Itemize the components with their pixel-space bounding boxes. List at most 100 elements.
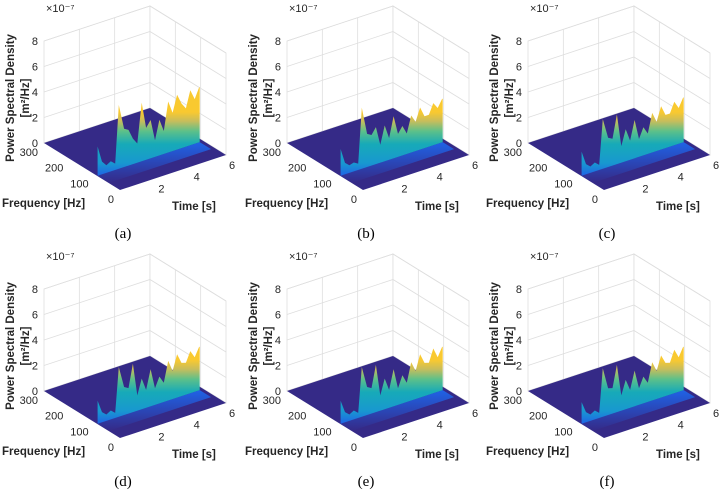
low-frequency-band [97,142,212,183]
z-tick-label: 2 [32,361,38,373]
frequency-tick-label: 200 [45,411,63,423]
subplot-caption: (a) [114,226,132,242]
z-axis-label: Power Spectral Density [5,33,17,161]
frequency-tick-label: 100 [70,426,88,438]
z-tick-label: 0 [516,386,522,398]
time-tick-label: 6 [472,408,478,420]
subplot-caption: (c) [598,226,616,242]
z-exponent-label: ×10⁻⁷ [530,251,558,263]
z-tick-label: 8 [516,36,522,48]
time-tick-label: 2 [642,183,648,195]
z-tick-label: 8 [275,284,281,296]
frequency-tick-label: 0 [351,194,357,206]
z-tick-label: 4 [275,87,281,99]
time-tick-label: 6 [713,160,719,172]
z-tick-label: 8 [516,284,522,296]
z-axis-label: Power Spectral Density [248,33,260,161]
frequency-axis-label: Frequency [Hz] [2,198,85,210]
time-tick-label: 6 [229,408,235,420]
z-tick-label: 6 [32,62,38,74]
frequency-axis-label: Frequency [Hz] [2,446,85,458]
time-axis-label: Time [s] [415,449,459,461]
z-tick-label: 6 [32,310,38,322]
z-exponent-label: ×10⁻⁷ [46,3,74,15]
frequency-tick-label: 300 [504,395,522,407]
z-axis-label: Power Spectral Density [248,281,260,409]
subplot-caption: (f) [599,474,615,490]
z-axis-unit: [m²/Hz] [263,78,275,117]
z-exponent-label: ×10⁻⁷ [289,3,317,15]
z-exponent-label: ×10⁻⁷ [289,251,317,263]
z-tick-label: 6 [516,310,522,322]
z-exponent-label: ×10⁻⁷ [530,3,558,15]
z-tick-label: 6 [516,62,522,74]
frequency-tick-label: 100 [313,178,331,190]
z-tick-label: 2 [275,113,281,125]
surface-plot: 0 2 4 6 8 0 100 200 300 2 4 6 ×10⁻⁷ Power Spectral De… [486,3,719,213]
time-tick-label: 6 [472,160,478,172]
z-tick-label: 0 [275,386,281,398]
time-tick-label: 6 [713,408,719,420]
time-tick-label: 4 [194,172,200,184]
z-tick-label: 8 [32,36,38,48]
subplot-caption: (d) [114,474,132,490]
low-frequency-band [340,142,455,183]
z-axis-label: Power Spectral Density [489,281,501,409]
frequency-tick-label: 300 [263,147,281,159]
frequency-tick-label: 200 [45,163,63,175]
subplot-a: 0 2 4 6 8 0 100 200 300 2 4 6 ×10⁻⁷ Power Spectral De… [0,0,242,250]
frequency-tick-label: 0 [108,442,114,454]
z-tick-label: 8 [32,284,38,296]
frequency-tick-label: 200 [288,163,306,175]
time-tick-label: 2 [158,183,164,195]
frequency-tick-label: 300 [504,147,522,159]
time-tick-label: 2 [158,431,164,443]
z-tick-label: 0 [32,386,38,398]
frequency-tick-label: 200 [529,411,547,423]
time-axis-label: Time [s] [172,449,216,461]
time-axis-label: Time [s] [656,201,700,213]
subplot-b: 0 2 4 6 8 0 100 200 300 2 4 6 ×10⁻⁷ Power Spectral De… [243,0,485,250]
z-tick-label: 0 [275,138,281,150]
surface-plot: 0 2 4 6 8 0 100 200 300 2 4 6 ×10⁻⁷ Power Spectral De… [486,251,719,461]
frequency-tick-label: 100 [70,178,88,190]
subplot-caption: (e) [357,474,375,490]
z-axis-unit: [m²/Hz] [504,326,516,365]
subplot-f: 0 2 4 6 8 0 100 200 300 2 4 6 ×10⁻⁷ Power Spectral De… [484,248,725,498]
time-tick-label: 2 [401,183,407,195]
subplot-caption: (b) [357,226,375,242]
surface-plot: 0 2 4 6 8 0 100 200 300 2 4 6 ×10⁻⁷ Power Spectral De… [2,251,235,461]
frequency-tick-label: 300 [20,147,38,159]
z-tick-label: 2 [32,113,38,125]
z-tick-label: 4 [516,335,522,347]
z-tick-label: 2 [275,361,281,373]
surface-plot: 0 2 4 6 8 0 100 200 300 2 4 6 ×10⁻⁷ Power Spectral De… [245,3,478,213]
z-tick-label: 4 [32,87,38,99]
psd-ridge [581,346,684,424]
frequency-tick-label: 0 [592,442,598,454]
z-tick-label: 6 [275,310,281,322]
z-tick-label: 8 [275,36,281,48]
psd-ridge [97,87,200,176]
time-tick-label: 4 [678,420,684,432]
time-tick-label: 4 [437,172,443,184]
z-tick-label: 6 [275,62,281,74]
subplot-d: 0 2 4 6 8 0 100 200 300 2 4 6 ×10⁻⁷ Power Spectral De… [0,248,242,498]
psd-ridge [340,98,443,176]
z-tick-label: 2 [516,361,522,373]
z-tick-label: 4 [516,87,522,99]
z-axis-unit: [m²/Hz] [263,326,275,365]
frequency-tick-label: 200 [288,411,306,423]
low-frequency-band [581,142,696,183]
z-tick-label: 0 [516,138,522,150]
frequency-axis-label: Frequency [Hz] [486,198,569,210]
time-axis-label: Time [s] [172,201,216,213]
psd-ridge [340,346,443,424]
time-axis-label: Time [s] [656,449,700,461]
z-exponent-label: ×10⁻⁷ [46,251,74,263]
frequency-tick-label: 100 [554,178,572,190]
low-frequency-band [97,390,212,431]
surface-plot: 0 2 4 6 8 0 100 200 300 2 4 6 ×10⁻⁷ Power Spectral De… [2,3,235,213]
low-frequency-band [581,390,696,431]
time-tick-label: 2 [401,431,407,443]
